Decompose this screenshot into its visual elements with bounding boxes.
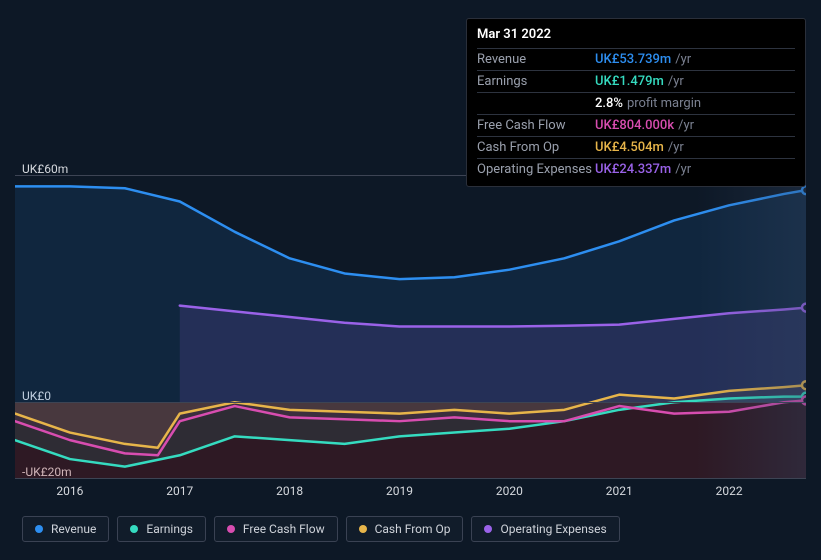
tooltip-row-value: UK£804.000k [595,118,674,133]
legend-item-opex[interactable]: Operating Expenses [471,516,619,542]
legend-item-revenue[interactable]: Revenue [22,516,109,542]
tooltip-row-label [477,96,595,111]
legend-item-label: Operating Expenses [500,522,606,536]
tooltip-row-value: UK£24.337m [595,162,671,177]
x-axis-label: 2021 [606,484,633,498]
series-end-marker-opex[interactable] [802,304,806,312]
series-end-marker-cfo[interactable] [802,381,806,389]
series-end-marker-revenue[interactable] [802,186,806,194]
tooltip-row-unit: /yr [675,52,691,67]
legend-dot-icon [484,525,492,533]
legend-dot-icon [227,525,235,533]
tooltip-row-value: UK£1.479m [595,74,664,89]
y-axis-label: UK£60m [22,162,68,176]
x-axis: 2016 2017 2018 2019 2020 2021 2022 [15,484,806,502]
tooltip-row: Operating ExpensesUK£24.337m/yr [477,158,795,180]
legend-item-label: Free Cash Flow [243,522,325,536]
x-axis-label: 2018 [276,484,303,498]
tooltip-row-unit: /yr [668,74,684,89]
tooltip-row: Cash From OpUK£4.504m/yr [477,136,795,158]
legend-item-cfo[interactable]: Cash From Op [346,516,464,542]
x-axis-label: 2022 [716,484,743,498]
tooltip-row-label: Earnings [477,74,595,89]
tooltip-row-value: UK£53.739m [595,52,671,67]
x-axis-label: 2020 [496,484,523,498]
tooltip-row-value: UK£4.504m [595,140,664,155]
legend-dot-icon [359,525,367,533]
tooltip-row-extra: profit margin [627,96,701,111]
gridline [15,402,806,403]
financials-chart-panel: Mar 31 2022 RevenueUK£53.739m/yrEarnings… [0,0,821,560]
tooltip-row: RevenueUK£53.739m/yr [477,48,795,70]
legend-item-earnings[interactable]: Earnings [117,516,206,542]
gridline [15,478,806,479]
legend-item-label: Earnings [146,522,193,536]
tooltip-row-unit: /yr [678,118,694,133]
legend-item-label: Revenue [51,522,96,536]
legend-dot-icon [130,525,138,533]
tooltip-row: EarningsUK£1.479m/yr [477,70,795,92]
x-axis-label: 2019 [386,484,413,498]
tooltip-row-label: Revenue [477,52,595,67]
tooltip-row-label: Free Cash Flow [477,118,595,133]
legend-item-label: Cash From Op [375,522,451,536]
tooltip-row: Free Cash FlowUK£804.000k/yr [477,114,795,136]
tooltip-row: 2.8% profit margin [477,92,795,114]
chart-tooltip: Mar 31 2022 RevenueUK£53.739m/yrEarnings… [466,18,806,187]
x-axis-label: 2016 [56,484,83,498]
tooltip-row-unit: /yr [668,140,684,155]
chart-legend: Revenue Earnings Free Cash Flow Cash From O… [22,516,620,542]
chart-plot-area[interactable] [15,175,806,478]
legend-dot-icon [35,525,43,533]
x-axis-label: 2017 [166,484,193,498]
tooltip-row-label: Cash From Op [477,140,595,155]
tooltip-row-value: 2.8% [595,96,623,111]
legend-item-fcf[interactable]: Free Cash Flow [214,516,338,542]
tooltip-row-label: Operating Expenses [477,162,595,177]
tooltip-row-unit: /yr [675,162,691,177]
tooltip-title: Mar 31 2022 [477,27,795,48]
